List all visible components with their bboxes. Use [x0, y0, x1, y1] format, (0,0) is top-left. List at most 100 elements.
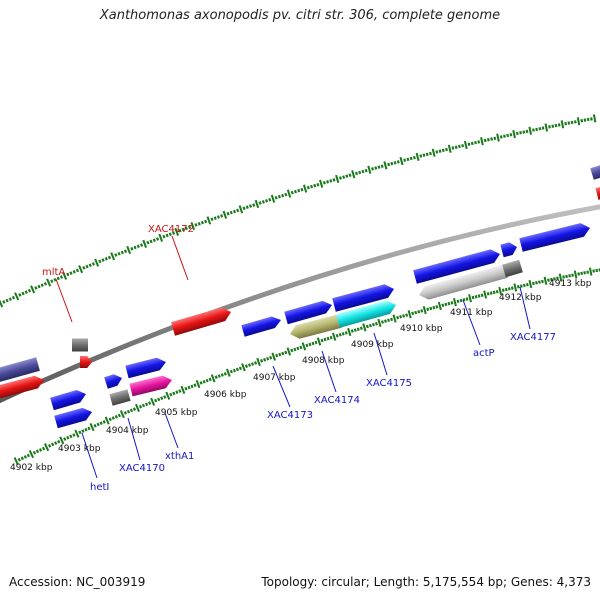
- label-leader: [55, 278, 73, 323]
- tick-mark: [541, 126, 545, 130]
- tick-mark: [85, 264, 89, 269]
- kbp-label: 4907 kbp: [253, 373, 296, 383]
- tick-mark: [50, 279, 54, 283]
- tick-mark: [471, 295, 475, 300]
- gene-arrow: [80, 356, 92, 368]
- tick-mark: [580, 119, 584, 123]
- tick-mark: [512, 129, 516, 139]
- kbp-scale-labels: 4902 kbp 4903 kbp 4904 kbp 4905 kbp 4906…: [10, 279, 592, 473]
- tick-mark: [299, 345, 303, 350]
- tick-mark: [142, 239, 148, 248]
- tick-mark: [180, 385, 186, 394]
- tick-mark: [362, 323, 367, 332]
- kbp-label: 4911 kbp: [450, 308, 493, 318]
- tick-mark: [335, 333, 339, 338]
- tick-mark: [163, 395, 167, 399]
- tick-mark: [361, 169, 365, 174]
- gene-arrow: [595, 186, 600, 200]
- tick-mark: [220, 214, 224, 218]
- tick-mark: [592, 269, 596, 273]
- tick-mark: [210, 374, 216, 383]
- tick-mark: [216, 215, 220, 219]
- tick-mark: [486, 138, 490, 142]
- kbp-label: 4909 kbp: [351, 340, 394, 350]
- tick-mark: [402, 314, 406, 318]
- tick-mark: [200, 220, 204, 225]
- tick-mark: [194, 223, 198, 227]
- tick-mark: [23, 455, 27, 459]
- tick-mark: [348, 173, 352, 177]
- tick-mark: [583, 118, 587, 122]
- tick-mark: [281, 193, 285, 198]
- tick-mark: [573, 120, 577, 124]
- tick-mark: [13, 457, 19, 466]
- tick-mark: [138, 404, 143, 409]
- tick-mark: [275, 353, 279, 358]
- tick-mark: [260, 359, 264, 363]
- tick-mark: [580, 271, 584, 276]
- label-leader: [81, 432, 98, 479]
- tick-mark: [419, 154, 423, 158]
- tick-mark: [347, 327, 352, 337]
- tick-mark: [445, 147, 448, 152]
- tick-mark: [213, 216, 217, 220]
- tick-mark: [406, 157, 410, 162]
- tick-mark: [244, 364, 249, 368]
- genome-summary-text: Topology: circular; Length: 5,175,554 bp…: [261, 575, 591, 589]
- tick-mark: [365, 324, 369, 329]
- kbp-label: 4913 kbp: [549, 279, 592, 289]
- tick-mark: [290, 348, 294, 353]
- tick-mark: [32, 450, 37, 455]
- tick-mark: [44, 443, 50, 452]
- tick-mark: [158, 233, 164, 242]
- tick-mark: [165, 391, 171, 400]
- tick-mark: [59, 275, 64, 279]
- gene-arrow: [0, 375, 45, 400]
- tick-mark: [293, 189, 297, 194]
- tick-mark: [284, 192, 288, 197]
- kbp-label: 4906 kbp: [204, 390, 247, 400]
- tick-mark: [341, 332, 345, 336]
- tick-mark: [468, 294, 472, 303]
- tick-mark: [477, 294, 481, 298]
- tick-mark: [188, 225, 192, 230]
- tick-mark: [383, 161, 388, 170]
- tick-mark: [181, 227, 185, 232]
- kbp-label: 4905 kbp: [155, 408, 198, 418]
- tick-mark: [422, 305, 427, 315]
- tick-mark: [522, 283, 526, 288]
- label-leader: [127, 417, 141, 461]
- tick-mark: [145, 402, 149, 407]
- tick-mark: [345, 174, 349, 178]
- tick-mark: [265, 199, 269, 203]
- tick-mark: [226, 211, 230, 216]
- tick-mark: [11, 295, 16, 300]
- tick-mark: [171, 231, 176, 235]
- tick-mark: [51, 442, 55, 447]
- tick-mark: [586, 270, 590, 274]
- tick-mark: [270, 194, 276, 203]
- tick-mark: [568, 274, 571, 278]
- tick-mark: [258, 201, 262, 205]
- tick-mark: [204, 219, 208, 224]
- tick-mark: [254, 199, 260, 209]
- tick-mark: [41, 446, 46, 451]
- tick-mark: [126, 245, 132, 255]
- tick-mark: [26, 453, 31, 458]
- tick-mark: [516, 285, 520, 289]
- gene-label-xac4170: XAC4170: [119, 463, 165, 474]
- gene-labels: mltA XAC4172 hetI XAC4170 xthA1 XAC4173 …: [42, 224, 556, 493]
- tick-mark: [316, 182, 320, 187]
- tick-mark: [169, 392, 173, 397]
- tick-mark: [254, 361, 258, 365]
- tick-mark: [184, 226, 188, 231]
- tick-mark: [463, 140, 468, 150]
- tick-mark: [301, 342, 307, 351]
- tick-mark: [503, 134, 506, 138]
- gene-arrow: [171, 307, 231, 336]
- tick-mark: [496, 133, 500, 142]
- tick-mark: [483, 138, 487, 143]
- tick-marks: [0, 114, 600, 466]
- tick-mark: [435, 305, 439, 309]
- tick-mark: [152, 238, 156, 243]
